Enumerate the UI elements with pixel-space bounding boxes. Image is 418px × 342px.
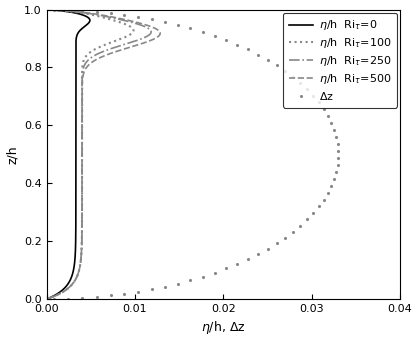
$\eta$/h  Ri$_{\tau}$=0 xyxy=(74,66,79,70)
Line: $\eta$/h  Ri$_{\tau}$=500: $\eta$/h Ri$_{\tau}$=500 xyxy=(47,10,160,299)
$\eta$/h  Ri$_{\tau}$=500 xyxy=(84,66,89,70)
$\eta$/h  Ri$_{\tau}$=500 xyxy=(79,170,84,174)
$\Delta$z xyxy=(331,128,336,132)
$\Delta$z xyxy=(305,87,310,91)
$\eta$/h  Ri$_{\tau}$=100 xyxy=(77,267,82,272)
$\eta$/h  Ri$_{\tau}$=100 xyxy=(44,297,49,301)
$\Delta$z xyxy=(325,191,330,195)
$\Delta$z xyxy=(51,297,56,301)
$\eta$/h  Ri$_{\tau}$=0 xyxy=(74,170,79,174)
Legend: $\eta$/h  Ri$_{\tau}$=0, $\eta$/h  Ri$_{\tau}$=100, $\eta$/h  Ri$_{\tau}$=250, $: $\eta$/h Ri$_{\tau}$=0, $\eta$/h Ri$_{\t… xyxy=(283,13,397,107)
$\eta$/h  Ri$_{\tau}$=250 xyxy=(79,180,84,184)
Y-axis label: z/h: z/h xyxy=(5,145,18,163)
$\Delta$z xyxy=(51,8,56,12)
X-axis label: $\eta$/h, $\Delta$z: $\eta$/h, $\Delta$z xyxy=(201,319,246,337)
Line: $\eta$/h  Ri$_{\tau}$=250: $\eta$/h Ri$_{\tau}$=250 xyxy=(47,10,151,299)
Line: $\Delta$z: $\Delta$z xyxy=(52,8,340,301)
$\eta$/h  Ri$_{\tau}$=100 xyxy=(79,180,84,184)
$\Delta$z xyxy=(311,94,316,98)
$\eta$/h  Ri$_{\tau}$=0 xyxy=(74,98,79,102)
$\eta$/h  Ri$_{\tau}$=250 xyxy=(80,71,85,75)
$\eta$/h  Ri$_{\tau}$=500 xyxy=(81,71,86,75)
Line: $\eta$/h  Ri$_{\tau}$=100: $\eta$/h Ri$_{\tau}$=100 xyxy=(47,10,133,299)
$\eta$/h  Ri$_{\tau}$=250 xyxy=(81,66,86,70)
$\Delta$z xyxy=(162,285,167,289)
$\eta$/h  Ri$_{\tau}$=500 xyxy=(79,180,84,184)
$\eta$/h  Ri$_{\tau}$=500 xyxy=(45,8,50,12)
$\eta$/h  Ri$_{\tau}$=0 xyxy=(45,8,50,12)
Line: $\eta$/h  Ri$_{\tau}$=0: $\eta$/h Ri$_{\tau}$=0 xyxy=(47,10,90,299)
$\eta$/h  Ri$_{\tau}$=0 xyxy=(74,71,79,75)
$\eta$/h  Ri$_{\tau}$=100 xyxy=(79,71,84,75)
$\Delta$z xyxy=(336,156,341,160)
$\eta$/h  Ri$_{\tau}$=250 xyxy=(79,170,84,174)
$\eta$/h  Ri$_{\tau}$=250 xyxy=(79,98,84,102)
$\eta$/h  Ri$_{\tau}$=0 xyxy=(74,180,79,184)
$\eta$/h  Ri$_{\tau}$=250 xyxy=(44,297,49,301)
$\eta$/h  Ri$_{\tau}$=100 xyxy=(45,8,50,12)
$\eta$/h  Ri$_{\tau}$=250 xyxy=(77,267,82,272)
$\eta$/h  Ri$_{\tau}$=500 xyxy=(44,297,49,301)
$\eta$/h  Ri$_{\tau}$=500 xyxy=(79,98,84,102)
$\eta$/h  Ri$_{\tau}$=0 xyxy=(71,267,76,272)
$\eta$/h  Ri$_{\tau}$=100 xyxy=(79,170,84,174)
$\eta$/h  Ri$_{\tau}$=250 xyxy=(45,8,50,12)
$\eta$/h  Ri$_{\tau}$=100 xyxy=(79,98,84,102)
$\eta$/h  Ri$_{\tau}$=0 xyxy=(44,297,49,301)
$\eta$/h  Ri$_{\tau}$=100 xyxy=(80,66,85,70)
$\eta$/h  Ri$_{\tau}$=500 xyxy=(77,267,82,272)
